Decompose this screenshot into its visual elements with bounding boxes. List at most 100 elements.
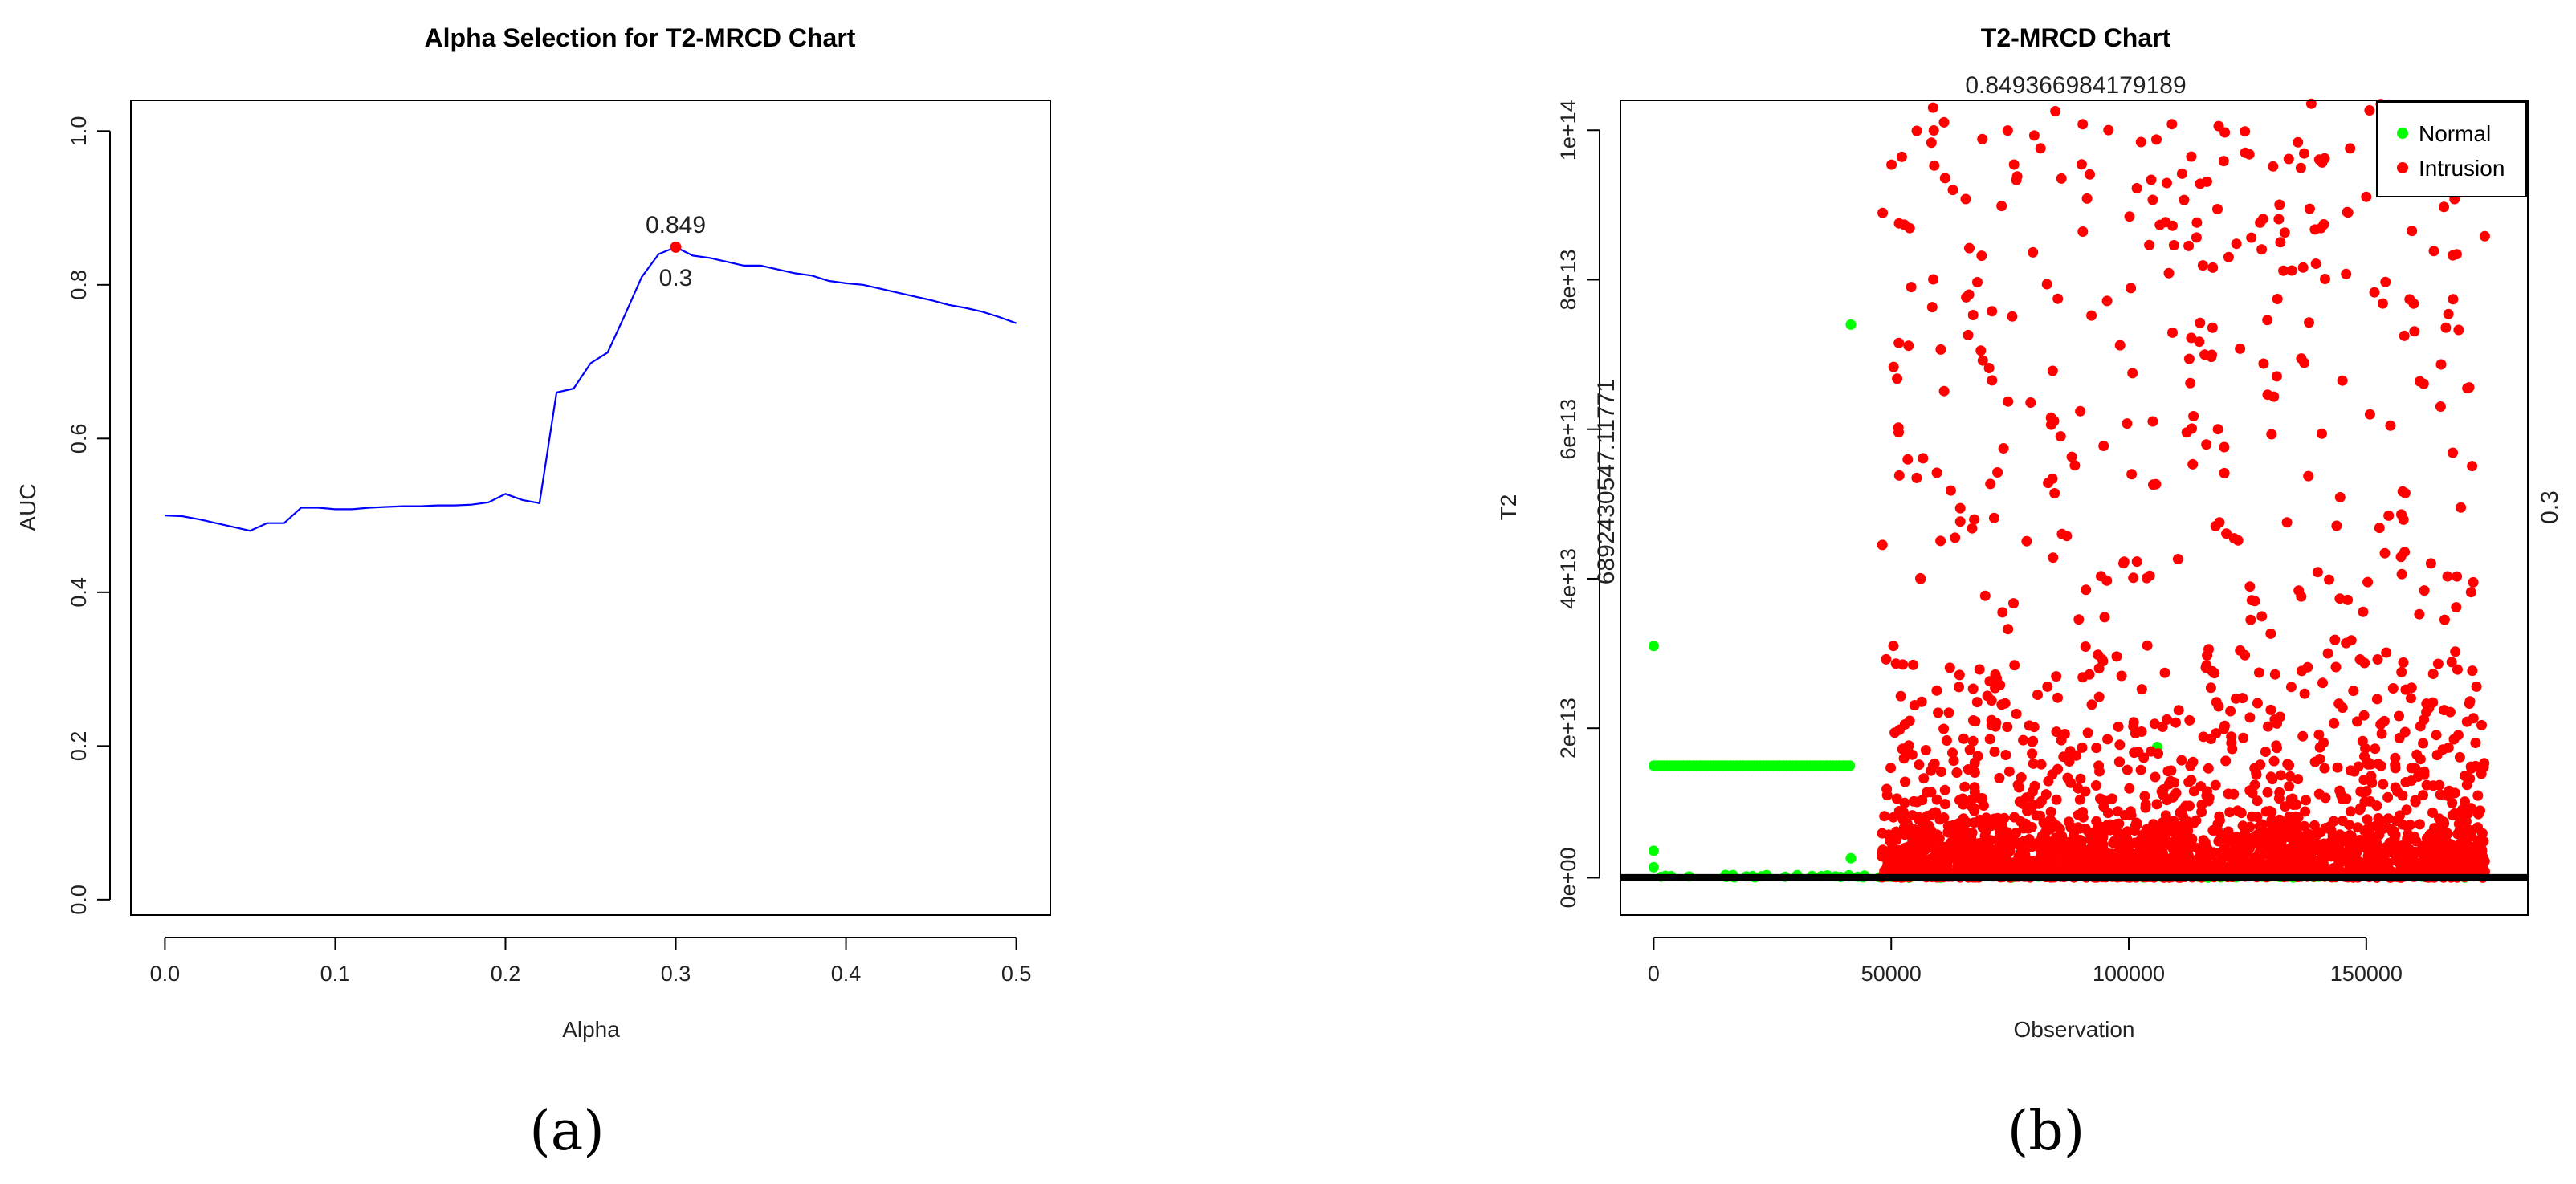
intrusion-point	[2401, 804, 2412, 816]
intrusion-point	[2415, 819, 2425, 830]
intrusion-point	[2370, 743, 2381, 755]
intrusion-point	[2056, 839, 2067, 849]
intrusion-point	[2306, 835, 2317, 846]
intrusion-point	[1993, 833, 2004, 844]
intrusion-point	[2448, 734, 2460, 745]
intrusion-point	[2396, 666, 2407, 677]
intrusion-point	[1965, 854, 1976, 865]
intrusion-point	[2398, 866, 2409, 877]
intrusion-point	[2320, 823, 2331, 833]
intrusion-point	[2128, 721, 2139, 732]
intrusion-point	[2077, 807, 2089, 818]
intrusion-point	[2354, 835, 2366, 845]
intrusion-point	[2096, 571, 2106, 582]
intrusion-point	[1996, 201, 2007, 212]
intrusion-point	[1879, 811, 1890, 822]
intrusion-point	[2069, 829, 2079, 840]
intrusion-point	[1892, 373, 1903, 384]
intrusion-point	[2025, 397, 2036, 408]
intrusion-point	[2282, 759, 2293, 770]
intrusion-point	[2080, 641, 2091, 652]
y-tick-label: 1.0	[67, 116, 91, 147]
intrusion-point	[2167, 791, 2179, 803]
intrusion-point	[2313, 729, 2325, 740]
intrusion-point	[2047, 365, 2058, 376]
intrusion-point	[2111, 651, 2122, 662]
intrusion-point	[2297, 730, 2309, 742]
intrusion-point	[2231, 238, 2242, 250]
intrusion-point	[2407, 226, 2418, 237]
intrusion-point	[1935, 535, 1946, 547]
intrusion-point	[2130, 837, 2141, 848]
intrusion-point	[2435, 789, 2446, 800]
intrusion-point	[2070, 840, 2081, 851]
intrusion-point	[1911, 472, 1922, 483]
intrusion-point	[2195, 317, 2206, 328]
intrusion-point	[2378, 779, 2389, 790]
intrusion-point	[2163, 267, 2175, 279]
intrusion-point	[2372, 654, 2383, 665]
intrusion-point	[2187, 458, 2199, 470]
intrusion-point	[2265, 628, 2276, 639]
intrusion-point	[2256, 820, 2268, 831]
intrusion-point	[2467, 461, 2478, 472]
intrusion-point	[2256, 611, 2268, 622]
intrusion-point	[2163, 857, 2175, 869]
intrusion-point	[2091, 743, 2102, 754]
intrusion-point	[2083, 827, 2094, 838]
intrusion-point	[2278, 818, 2289, 829]
x-axis-label: Observation	[2014, 1017, 2135, 1042]
intrusion-point	[2258, 358, 2269, 369]
intrusion-point	[1973, 865, 1984, 876]
intrusion-point	[2443, 742, 2454, 753]
intrusion-point	[2361, 191, 2372, 202]
intrusion-point	[2027, 748, 2038, 759]
intrusion-point	[2295, 853, 2306, 865]
intrusion-point	[2136, 726, 2147, 737]
intrusion-point	[2449, 844, 2460, 854]
intrusion-point	[2456, 502, 2467, 513]
x-tick-label: 0.5	[1001, 962, 1032, 986]
intrusion-point	[2475, 805, 2485, 816]
intrusion-point	[2358, 606, 2369, 617]
y-tick-label: 4e+13	[1556, 548, 1580, 609]
intrusion-point	[2275, 237, 2286, 248]
intrusion-point	[2219, 722, 2230, 734]
intrusion-point	[2399, 726, 2411, 738]
intrusion-point	[1911, 125, 1922, 136]
intrusion-point	[2319, 763, 2330, 774]
intrusion-point	[1927, 102, 1938, 113]
normal-point	[1648, 641, 1659, 652]
intrusion-point	[2457, 836, 2468, 847]
intrusion-point	[2465, 803, 2476, 814]
intrusion-point	[2196, 800, 2207, 810]
y-tick-label: 0.2	[67, 731, 91, 762]
y-tick-label: 2e+13	[1556, 698, 1580, 759]
intrusion-point	[1918, 813, 1930, 824]
intrusion-point	[1985, 478, 1996, 490]
intrusion-point	[2002, 848, 2013, 859]
intrusion-point	[2320, 792, 2331, 804]
intrusion-point	[2018, 734, 2029, 746]
x-tick-label: 0	[1648, 962, 1660, 986]
intrusion-point	[2371, 694, 2382, 705]
intrusion-point	[1969, 782, 1980, 793]
intrusion-point	[1947, 747, 1958, 759]
intrusion-point	[2339, 851, 2350, 862]
intrusion-point	[1998, 443, 2009, 454]
intrusion-point	[2227, 743, 2238, 755]
intrusion-point	[2077, 742, 2088, 753]
intrusion-point	[2342, 594, 2354, 605]
intrusion-point	[1943, 707, 1954, 718]
normal-point	[1648, 845, 1659, 856]
intrusion-point	[2081, 584, 2092, 596]
intrusion-point	[1967, 794, 1978, 805]
intrusion-point	[2141, 572, 2152, 584]
intrusion-point	[2238, 732, 2249, 743]
intrusion-point	[2055, 431, 2066, 442]
intrusion-point	[1877, 207, 1889, 218]
intrusion-point	[2003, 766, 2015, 777]
y-tick-label: 0.6	[67, 424, 91, 454]
intrusion-point	[2460, 796, 2470, 808]
intrusion-point	[2184, 800, 2195, 812]
